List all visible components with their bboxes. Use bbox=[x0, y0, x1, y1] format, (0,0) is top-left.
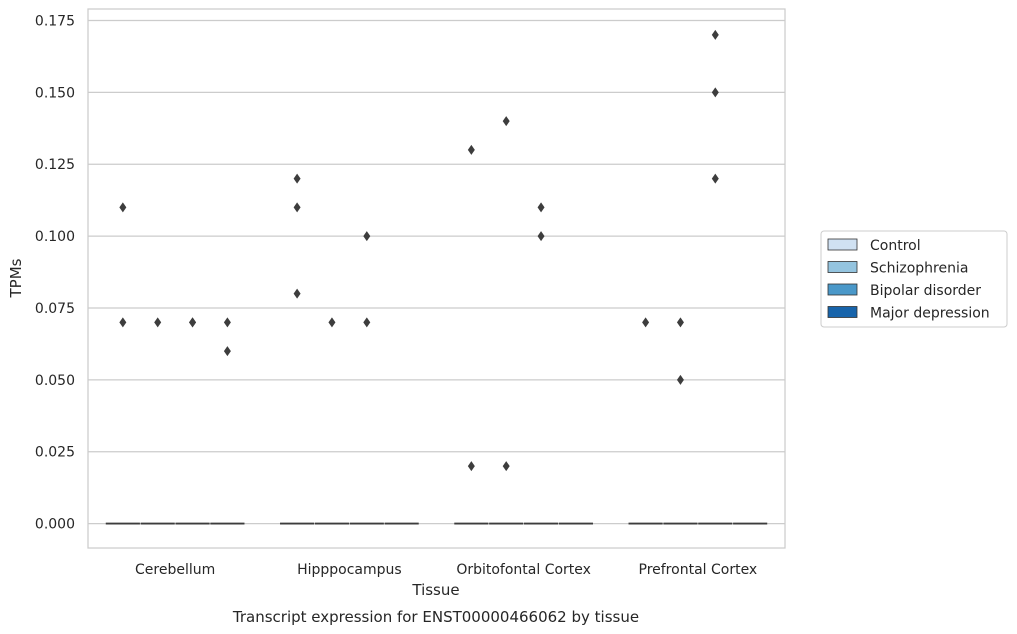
outlier-point bbox=[467, 461, 475, 472]
y-tick-label: 0.125 bbox=[35, 157, 75, 173]
y-tick-label: 0.150 bbox=[35, 85, 75, 101]
outlier-point bbox=[223, 346, 231, 357]
outlier-point bbox=[363, 317, 371, 328]
y-tick-label: 0.025 bbox=[35, 445, 75, 461]
outlier-point bbox=[502, 461, 510, 472]
y-tick-label: 0.050 bbox=[35, 373, 75, 389]
outlier-point bbox=[676, 317, 684, 328]
outlier-point bbox=[119, 317, 127, 328]
outlier-point bbox=[119, 202, 127, 213]
data-marks bbox=[105, 29, 768, 525]
outlier-point bbox=[711, 87, 719, 98]
outlier-point bbox=[223, 317, 231, 328]
outlier-point bbox=[676, 374, 684, 385]
legend-swatch bbox=[827, 283, 858, 296]
x-tick-label: Prefrontal Cortex bbox=[639, 562, 758, 578]
outlier-point bbox=[328, 317, 336, 328]
outlier-point bbox=[642, 317, 650, 328]
chart-title: Transcript expression for ENST0000046606… bbox=[232, 608, 639, 626]
legend: Control Schizophrenia Bipolar disorder Majo… bbox=[820, 230, 1008, 328]
legend-label: Control bbox=[870, 238, 921, 254]
outlier-point bbox=[467, 144, 475, 155]
y-axis-label: TPMs bbox=[7, 258, 25, 298]
outlier-point bbox=[293, 288, 301, 299]
outlier-point bbox=[502, 116, 510, 127]
y-tick-label: 0.100 bbox=[35, 229, 75, 245]
legend-swatch bbox=[827, 261, 858, 273]
outlier-point bbox=[711, 173, 719, 184]
outlier-point bbox=[293, 202, 301, 213]
y-tick-label: 0.000 bbox=[35, 517, 75, 533]
x-tick-label: Orbitofontal Cortex bbox=[456, 562, 591, 578]
legend-box bbox=[820, 230, 1008, 328]
grid-lines bbox=[88, 19, 785, 525]
x-tick-labels: Cerebellum Hipppocampus Orbitofontal Corte… bbox=[135, 562, 757, 578]
legend-swatch bbox=[827, 238, 858, 251]
outlier-point bbox=[711, 29, 719, 40]
legend-label: Major depression bbox=[870, 306, 990, 322]
y-tick-labels: 0.000 0.025 0.050 0.075 0.100 0.125 0.150 0.175 bbox=[35, 13, 75, 532]
x-axis-label: Tissue bbox=[411, 581, 459, 599]
y-tick-label: 0.175 bbox=[35, 13, 75, 29]
y-tick-label: 0.075 bbox=[35, 301, 75, 317]
outlier-point bbox=[154, 317, 162, 328]
outlier-point bbox=[293, 173, 301, 184]
legend-label: Schizophrenia bbox=[870, 261, 968, 277]
outlier-point bbox=[189, 317, 197, 328]
outlier-point bbox=[363, 231, 371, 242]
outlier-point bbox=[537, 202, 545, 213]
plot-frame bbox=[87, 8, 786, 549]
x-tick-label: Hipppocampus bbox=[297, 562, 402, 578]
outlier-point bbox=[537, 231, 545, 242]
legend-swatch bbox=[827, 306, 858, 318]
legend-label: Bipolar disorder bbox=[870, 283, 981, 299]
x-tick-label: Cerebellum bbox=[135, 562, 215, 578]
